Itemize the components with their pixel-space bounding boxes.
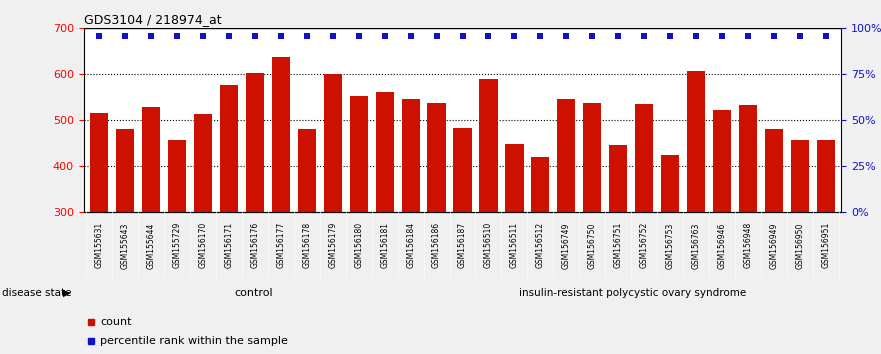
Text: GSM156752: GSM156752 (640, 222, 648, 268)
Text: GSM156181: GSM156181 (381, 222, 389, 268)
Bar (220, 85, 238, 212)
Text: ▶: ▶ (63, 288, 71, 298)
Bar (272, 57, 290, 212)
Bar (661, 155, 679, 212)
Bar (350, 96, 367, 212)
Text: GSM156750: GSM156750 (588, 222, 596, 269)
Text: GSM156511: GSM156511 (510, 222, 519, 268)
Text: GSM156178: GSM156178 (302, 222, 311, 268)
Text: GSM155631: GSM155631 (95, 222, 104, 268)
Text: count: count (100, 318, 132, 327)
Bar (713, 110, 731, 212)
Text: GSM156512: GSM156512 (536, 222, 544, 268)
Bar (506, 144, 523, 212)
Bar (194, 114, 212, 212)
Bar (323, 74, 342, 212)
Bar (687, 71, 705, 212)
Bar (375, 92, 394, 212)
Text: GSM156184: GSM156184 (406, 222, 415, 268)
Text: GSM156171: GSM156171 (225, 222, 233, 268)
Text: GSM156753: GSM156753 (666, 222, 675, 269)
Text: GSM156950: GSM156950 (796, 222, 804, 269)
Bar (609, 145, 627, 212)
Bar (791, 140, 809, 212)
Bar (168, 140, 186, 212)
Text: GSM156179: GSM156179 (329, 222, 337, 268)
Text: GSM156951: GSM156951 (821, 222, 830, 268)
Text: GSM156749: GSM156749 (562, 222, 571, 269)
Text: GSM156186: GSM156186 (432, 222, 441, 268)
Bar (298, 129, 316, 212)
Bar (557, 99, 575, 212)
Text: GSM155729: GSM155729 (173, 222, 181, 268)
Bar (402, 99, 419, 212)
Text: percentile rank within the sample: percentile rank within the sample (100, 336, 288, 346)
Bar (116, 129, 134, 212)
Text: insulin-resistant polycystic ovary syndrome: insulin-resistant polycystic ovary syndr… (519, 288, 746, 298)
Text: GSM156948: GSM156948 (744, 222, 752, 268)
Bar (583, 103, 602, 212)
Bar (817, 140, 835, 212)
Text: disease state: disease state (2, 288, 71, 298)
Text: GSM156170: GSM156170 (198, 222, 208, 268)
Text: GSM155643: GSM155643 (121, 222, 130, 269)
Bar (246, 73, 264, 212)
Text: GSM156177: GSM156177 (277, 222, 285, 268)
Text: GDS3104 / 218974_at: GDS3104 / 218974_at (84, 13, 221, 26)
Bar (142, 107, 160, 212)
Text: GSM156751: GSM156751 (614, 222, 623, 268)
Bar (454, 128, 471, 212)
Bar (479, 79, 498, 212)
Text: GSM156180: GSM156180 (354, 222, 363, 268)
Text: control: control (234, 288, 273, 298)
Bar (427, 103, 446, 212)
Bar (635, 104, 653, 212)
Text: GSM156187: GSM156187 (458, 222, 467, 268)
Text: GSM155644: GSM155644 (146, 222, 156, 269)
Text: GSM156510: GSM156510 (484, 222, 493, 268)
Text: GSM156946: GSM156946 (717, 222, 727, 269)
Text: GSM156763: GSM156763 (692, 222, 700, 269)
Bar (531, 157, 550, 212)
Text: GSM156176: GSM156176 (250, 222, 259, 268)
Bar (765, 129, 783, 212)
Bar (90, 114, 108, 212)
Bar (739, 105, 757, 212)
Text: GSM156949: GSM156949 (769, 222, 779, 269)
